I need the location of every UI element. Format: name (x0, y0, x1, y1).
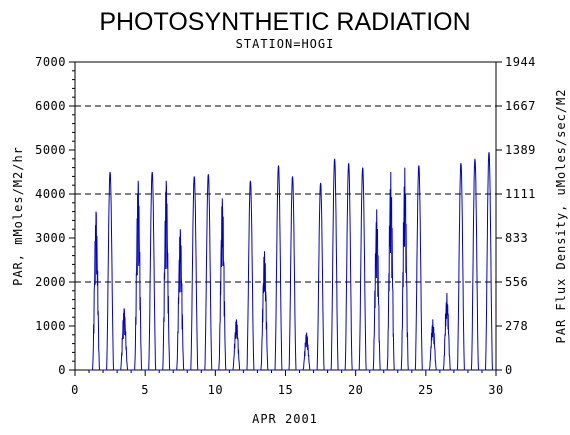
y-tick-label: 0 (58, 363, 66, 377)
y2-tick-label: 1389 (505, 143, 536, 157)
y-tick-label: 3000 (35, 231, 66, 245)
y2-tick-label: 556 (505, 275, 528, 289)
y-tick-label: 7000 (35, 55, 66, 69)
y-axis-ticks: 0 1000 2000 3000 4000 5000 6000 7000 (35, 55, 75, 377)
y2-tick-label: 833 (505, 231, 528, 245)
x-tick-label: 15 (278, 383, 293, 397)
x-tick-label: 25 (418, 383, 433, 397)
y-tick-label: 2000 (35, 275, 66, 289)
y2-tick-label: 1667 (505, 99, 536, 113)
x-axis-label: APR 2001 (252, 412, 318, 426)
x-tick-label: 0 (71, 383, 79, 397)
x-tick-label: 5 (141, 383, 149, 397)
y2-axis-ticks: 0 278 556 833 1111 1389 1667 1944 (496, 55, 536, 377)
y-axis-label: PAR, mMoles/M2/hr (11, 146, 25, 286)
x-tick-label: 20 (348, 383, 363, 397)
y2-tick-label: 0 (505, 363, 513, 377)
x-axis-ticks: 0 5 10 15 20 25 30 (71, 370, 503, 397)
y-tick-label: 1000 (35, 319, 66, 333)
chart-subtitle: STATION=HOGI (236, 37, 335, 51)
y-tick-label: 6000 (35, 99, 66, 113)
chart-title: PHOTOSYNTHETIC RADIATION (99, 8, 470, 36)
y-tick-label: 4000 (35, 187, 66, 201)
x-tick-label: 30 (488, 383, 503, 397)
y2-tick-label: 1111 (505, 187, 536, 201)
y2-tick-label: 1944 (505, 55, 536, 69)
y2-tick-label: 278 (505, 319, 528, 333)
reference-lines (75, 105, 496, 283)
y2-axis-label: PAR Flux Density, uMoles/sec/M2 (554, 89, 568, 344)
x-tick-label: 10 (208, 383, 223, 397)
y-tick-label: 5000 (35, 143, 66, 157)
series-line (89, 152, 496, 371)
